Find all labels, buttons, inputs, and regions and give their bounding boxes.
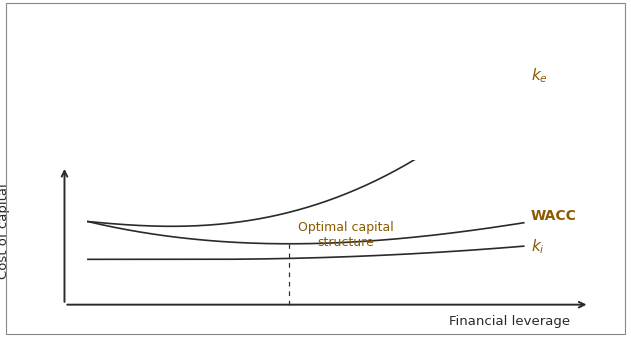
Text: WACC: WACC [531,209,577,223]
Text: $k_i$: $k_i$ [531,237,545,255]
Text: $k_e$: $k_e$ [531,66,548,85]
Text: Optimal capital
structure: Optimal capital structure [298,221,394,249]
Text: Cost of capital: Cost of capital [0,183,10,279]
Text: Financial leverage: Financial leverage [449,315,570,328]
